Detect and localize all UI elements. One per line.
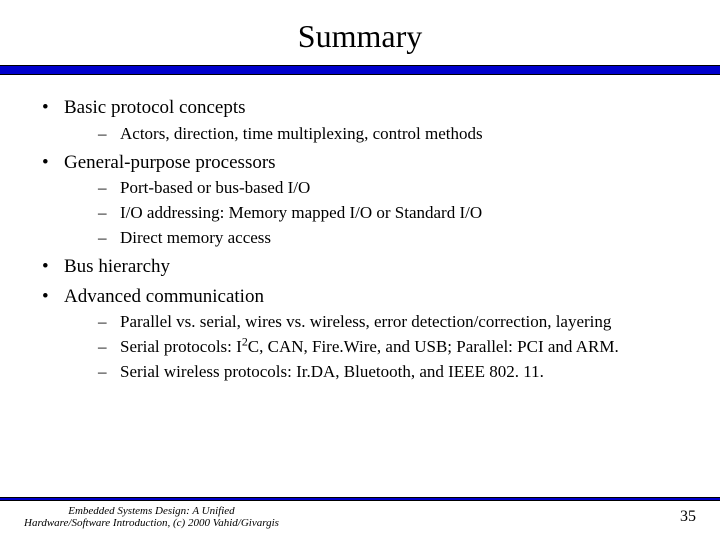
slide-footer: Embedded Systems Design: A Unified Hardw… xyxy=(0,497,720,540)
dash-item: I/O addressing: Memory mapped I/O or Sta… xyxy=(64,202,690,225)
slide-content: Basic protocol concepts Actors, directio… xyxy=(0,75,720,384)
bullet-item: General-purpose processors Port-based or… xyxy=(30,150,690,250)
dash-item: Serial protocols: I2C, CAN, Fire.Wire, a… xyxy=(64,336,690,359)
footer-note: Embedded Systems Design: A Unified Hardw… xyxy=(24,505,279,530)
dash-list: Parallel vs. serial, wires vs. wireless,… xyxy=(64,311,690,384)
bullet-item: Advanced communication Parallel vs. seri… xyxy=(30,284,690,384)
bullet-item: Bus hierarchy xyxy=(30,254,690,280)
footer-row: Embedded Systems Design: A Unified Hardw… xyxy=(0,501,720,540)
dash-item: Serial wireless protocols: Ir.DA, Blueto… xyxy=(64,361,690,384)
dash-list: Port-based or bus-based I/O I/O addressi… xyxy=(64,177,690,250)
bullet-item: Basic protocol concepts Actors, directio… xyxy=(30,95,690,146)
title-underline-bar xyxy=(0,65,720,75)
dash-item: Direct memory access xyxy=(64,227,690,250)
dash-item: Actors, direction, time multiplexing, co… xyxy=(64,123,690,146)
dash-list: Actors, direction, time multiplexing, co… xyxy=(64,123,690,146)
footer-note-line1: Embedded Systems Design: A Unified xyxy=(68,505,234,517)
dash-item: Parallel vs. serial, wires vs. wireless,… xyxy=(64,311,690,334)
page-number: 35 xyxy=(680,508,696,526)
bullet-text: Advanced communication xyxy=(64,286,264,307)
bullet-text: General-purpose processors xyxy=(64,152,276,173)
dash-item: Port-based or bus-based I/O xyxy=(64,177,690,200)
footer-note-line2: Hardware/Software Introduction, (c) 2000… xyxy=(24,517,279,529)
dash-text: Serial protocols: I2C, CAN, Fire.Wire, a… xyxy=(120,337,619,356)
bullet-text: Basic protocol concepts xyxy=(64,97,246,118)
bullet-list: Basic protocol concepts Actors, directio… xyxy=(30,95,690,384)
bullet-text: Bus hierarchy xyxy=(64,256,170,277)
slide-title: Summary xyxy=(0,0,720,65)
